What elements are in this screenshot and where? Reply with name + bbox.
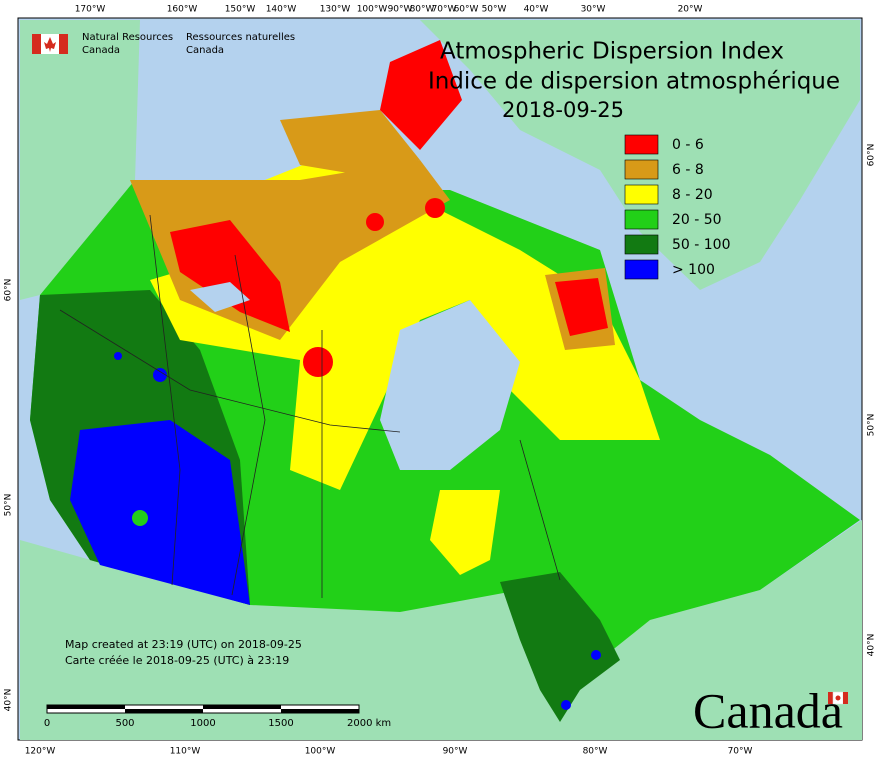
wordmark: Canada (693, 682, 843, 738)
region-red-baffin (555, 278, 608, 336)
graticule-label: 140°W (266, 5, 297, 15)
province-border (149, 214, 181, 586)
legend-swatch (624, 209, 659, 230)
region-blue (70, 420, 250, 605)
usa (20, 520, 862, 740)
org-en: Canada (82, 45, 120, 56)
graticule-label: 170°W (75, 5, 106, 15)
maple-leaf (835, 695, 841, 701)
scale-label: 2000 km (347, 718, 391, 729)
land (20, 20, 862, 740)
region-darkgreen-east (500, 572, 620, 722)
logo (32, 34, 848, 705)
graticule-label: 30°W (581, 5, 606, 15)
graticule-label: 90°W (443, 747, 468, 757)
note: Map created at 23:19 (UTC) on 2018-09-25 (65, 638, 302, 651)
legend-swatch (624, 259, 659, 280)
graticule-label: 60°W (454, 5, 479, 15)
maple-leaf (44, 37, 56, 52)
territory-border (59, 309, 401, 433)
graticule-label: 70°W (728, 747, 753, 757)
graticule-label: 50°W (482, 5, 507, 15)
region-red-spot (366, 213, 384, 231)
lake (190, 282, 250, 312)
legend-swatch (624, 234, 659, 255)
graticule-label: 20°W (678, 5, 703, 15)
legend-label: 0 - 6 (672, 137, 704, 153)
graticule-label: 120°W (25, 747, 56, 757)
graticule-label: 100°W (357, 5, 388, 15)
greenland (420, 20, 860, 290)
graticule-label: 60°N (4, 279, 14, 302)
province-border (519, 439, 561, 581)
region-orange-north (280, 110, 420, 175)
graticule-label: 40°N (4, 689, 14, 712)
flag-bar (828, 692, 833, 704)
graticule-label: 50°N (4, 494, 14, 517)
graticule-label: 90°W (388, 5, 413, 15)
graticule-label: 100°W (305, 747, 336, 757)
graticule-label: 50°N (867, 414, 877, 437)
scale-segment (281, 709, 359, 713)
graticule-label: 80°W (583, 747, 608, 757)
title: Atmospheric Dispersion Index (440, 39, 784, 65)
graticule-label: 70°W (432, 5, 457, 15)
region-red-spot (303, 347, 333, 377)
region-red-spot (425, 198, 445, 218)
scale-label: 1000 (190, 718, 215, 729)
org-en: Natural Resources (82, 32, 173, 43)
graticule-label: 80°W (410, 5, 435, 15)
borders (59, 214, 561, 598)
scale-segment (47, 705, 125, 709)
note: Carte créée le 2018-09-25 (UTC) à 23:19 (65, 654, 289, 667)
region-red-ellesmere (380, 40, 462, 150)
legend-label: > 100 (672, 262, 715, 278)
legend-swatch (624, 184, 659, 205)
alaska (20, 20, 140, 300)
legend-label: 50 - 100 (672, 237, 731, 253)
scale-segment (125, 709, 203, 713)
org-fr: Canada (186, 45, 224, 56)
graticule-label: 130°W (320, 5, 351, 15)
graticule-label: 40°N (867, 634, 877, 657)
graticule-label: 110°W (170, 747, 201, 757)
flag-bar (32, 34, 41, 54)
region-red (170, 220, 290, 332)
province-border (231, 254, 266, 596)
legend-swatch (624, 159, 659, 180)
title: Indice de dispersion atmosphérique (428, 69, 840, 95)
hudson-bay (380, 300, 520, 470)
scale-label: 500 (115, 718, 134, 729)
legend-label: 6 - 8 (672, 162, 704, 178)
graticule-label: 40°W (524, 5, 549, 15)
legend-label: 20 - 50 (672, 212, 722, 228)
scale-label: 0 (44, 718, 50, 729)
graticule-label: 150°W (225, 5, 256, 15)
scale-bar (46, 704, 360, 714)
graticule-label: 160°W (167, 5, 198, 15)
lake-blue (114, 352, 122, 360)
flag-bar (59, 34, 68, 54)
date: 2018-09-25 (502, 98, 624, 122)
lake-blue (591, 650, 601, 660)
scale-segment (203, 705, 281, 709)
legend-swatch (624, 134, 659, 155)
graticule-label: 60°N (867, 144, 877, 167)
region-yellow-south (430, 490, 500, 575)
spot-green (132, 510, 148, 526)
flag-bar (843, 692, 848, 704)
legend-label: 8 - 20 (672, 187, 713, 203)
scale-label: 1500 (268, 718, 293, 729)
lake-blue (561, 700, 571, 710)
lake-blue (153, 368, 167, 382)
org-fr: Ressources naturelles (186, 32, 295, 43)
